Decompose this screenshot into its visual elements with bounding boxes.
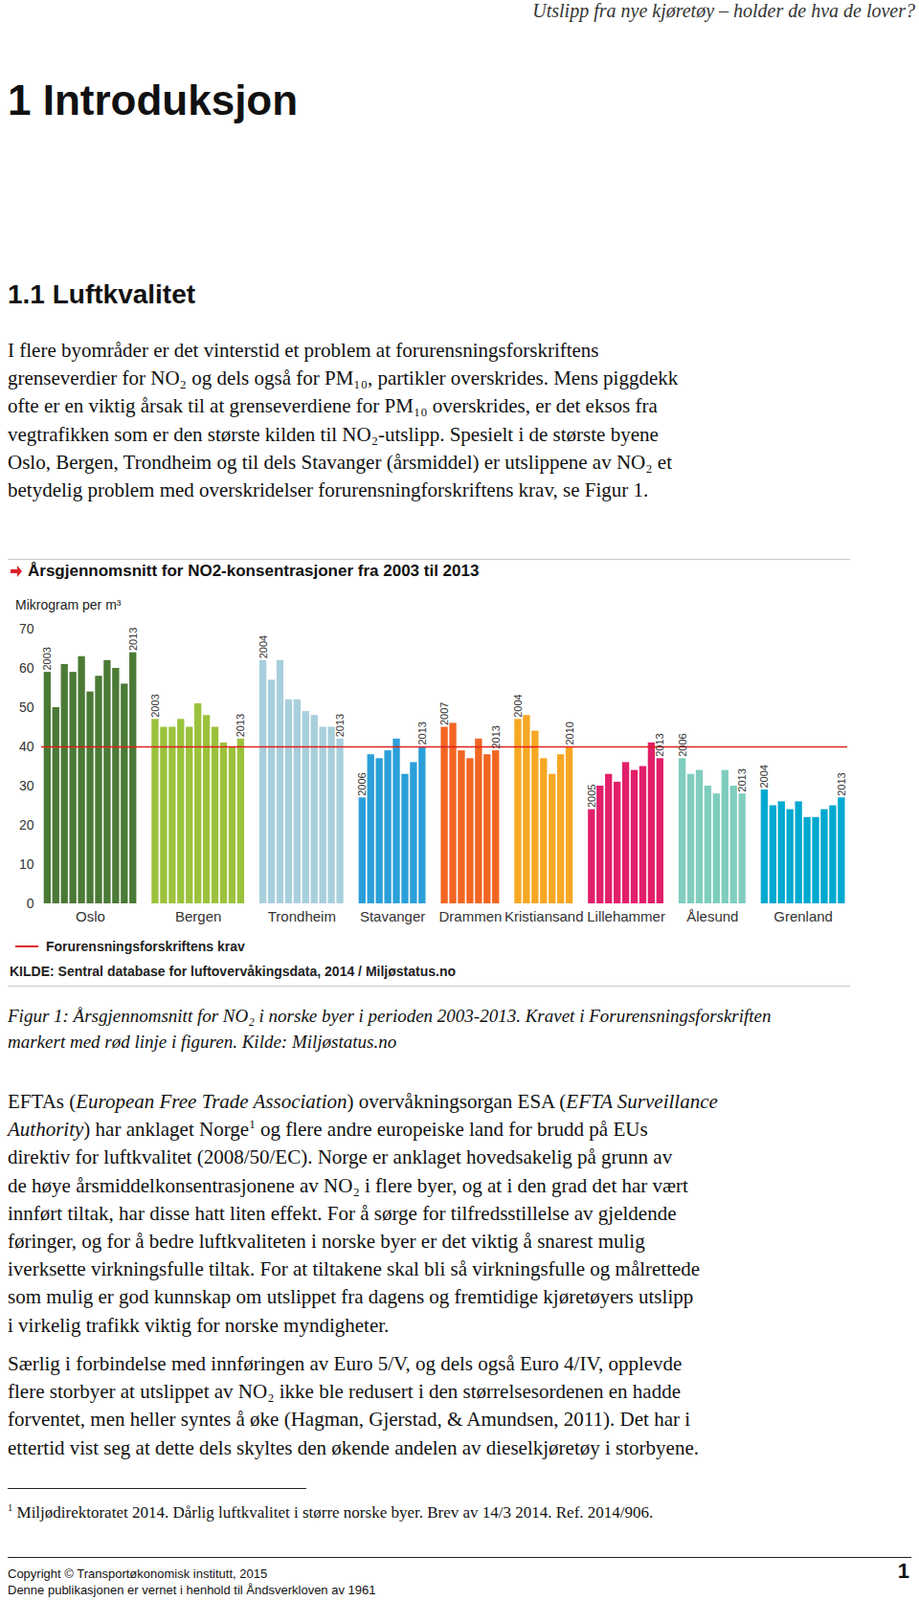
html-text:Forurensningsforskriftens krav: Forurensningsforskriftens krav xyxy=(45,939,245,955)
html-text:betydelig problem med overskri: betydelig problem med overskridelser for… xyxy=(7,478,649,502)
html-text:de høye årsmiddelkonsentrasjon: de høye årsmiddelkonsentrasjonene av NO₂… xyxy=(7,1174,689,1198)
svg-text:Ålesund: Ålesund xyxy=(686,908,739,925)
html-text:1.1 Luftkvalitet: 1.1 Luftkvalitet xyxy=(7,279,196,310)
svg-text:2013: 2013 xyxy=(334,714,346,738)
svg-text:Oslo: Oslo xyxy=(75,908,106,925)
svg-text:2013: 2013 xyxy=(490,725,502,749)
svg-text:Grenland: Grenland xyxy=(773,908,833,925)
html-text:Copyright © Transportøkonomisk: Copyright © Transportøkonomisk institutt… xyxy=(7,1567,268,1582)
html-text:som mulig er god kunnskap om u: som mulig er god kunnskap om utslippet f… xyxy=(7,1286,694,1310)
svg-text:Stavanger: Stavanger xyxy=(359,908,426,925)
html-text:I flere byområder er det vinte: I flere byområder er det vinterstid et p… xyxy=(7,338,599,362)
svg-text:2005: 2005 xyxy=(585,784,598,808)
svg-text:2013: 2013 xyxy=(736,768,748,792)
svg-text:40: 40 xyxy=(19,739,35,755)
html-text:markert med rød linje i figure: markert med rød linje i figuren. Kilde: … xyxy=(7,1031,397,1053)
svg-text:60: 60 xyxy=(19,660,35,676)
svg-text:Bergen: Bergen xyxy=(175,908,222,925)
svg-text:2006: 2006 xyxy=(356,772,368,796)
svg-text:0: 0 xyxy=(26,896,35,912)
html-text:KILDE: Sentral database for lu: KILDE: Sentral database for luftovervåki… xyxy=(9,963,456,980)
html-text:Oslo, Bergen, Trondheim og til: Oslo, Bergen, Trondheim og til dels Stav… xyxy=(7,450,673,474)
svg-text:2013: 2013 xyxy=(835,772,848,796)
html-text:ofte er en viktig årsak til at: ofte er en viktig årsak til at grensever… xyxy=(7,394,658,418)
svg-text:Drammen: Drammen xyxy=(438,908,502,925)
svg-text:2004: 2004 xyxy=(257,635,269,659)
html-text:ettertid vist seg at dette del: ettertid vist seg at dette dels skyltes … xyxy=(7,1436,699,1460)
html-text:Særlig i forbindelse med innfø: Særlig i forbindelse med innføringen av … xyxy=(7,1352,682,1376)
svg-text:10: 10 xyxy=(19,856,35,873)
html-text:Authority) har anklaget Norge1: Authority) har anklaget Norge1og flere a… xyxy=(7,1117,648,1142)
svg-text:2013: 2013 xyxy=(653,733,666,757)
svg-text:20: 20 xyxy=(19,817,35,833)
svg-text:2004: 2004 xyxy=(758,764,770,788)
svg-text:30: 30 xyxy=(19,778,35,794)
html-text:EFTAs (European Free Trade Ass: EFTAs (European Free Trade Association) … xyxy=(7,1090,718,1114)
html-text:føringer, og for å bedre luftk: føringer, og for å bedre luftkvaliteten … xyxy=(7,1230,645,1254)
html-text:innført tiltak, har disse hatt: innført tiltak, har disse hatt liten eff… xyxy=(7,1202,677,1226)
svg-text:2013: 2013 xyxy=(127,627,139,651)
html-text:direktiv for luftkvalitet (200: direktiv for luftkvalitet (2008/50/EC). … xyxy=(7,1146,673,1170)
html-text:Denne publikasjonen er vernet: Denne publikasjonen er vernet i henhold … xyxy=(7,1583,376,1598)
svg-text:2007: 2007 xyxy=(438,702,450,726)
svg-text:2013: 2013 xyxy=(234,714,247,738)
svg-text:2006: 2006 xyxy=(676,733,689,757)
html-text:iverksette virkningsfulle tilt: iverksette virkningsfulle tiltak. For at… xyxy=(7,1258,700,1282)
svg-text:2003: 2003 xyxy=(41,647,53,671)
svg-text:2003: 2003 xyxy=(149,694,161,718)
html-text:Årsgjennomsnitt for NO2-konsen: Årsgjennomsnitt for NO2-konsentrasjoner … xyxy=(27,561,480,581)
html-text:1 Introduksjon: 1 Introduksjon xyxy=(7,76,298,124)
svg-text:50: 50 xyxy=(19,699,35,716)
svg-text:2013: 2013 xyxy=(416,721,428,745)
html-text:flere storbyer at utslippet av: flere storbyer at utslippet av NO₂ ikke … xyxy=(7,1380,681,1404)
svg-text:Trondheim: Trondheim xyxy=(268,908,337,925)
html-text:Utslipp fra nye kjøretøy – hol: Utslipp fra nye kjøretøy – holder de hva… xyxy=(532,0,916,22)
html-text:1Miljødirektoratet 2014. Dårli: 1Miljødirektoratet 2014. Dårlig luftkval… xyxy=(7,1503,654,1523)
html-text:vegtrafikken som er den størst: vegtrafikken som er den største kilden t… xyxy=(7,422,659,446)
svg-text:2004: 2004 xyxy=(512,694,524,718)
svg-text:Kristiansand: Kristiansand xyxy=(504,908,584,925)
svg-text:Lillehammer: Lillehammer xyxy=(586,908,666,925)
html-text:grenseverdier for NO₂ og dels: grenseverdier for NO₂ og dels også for P… xyxy=(7,366,678,390)
html-text:1: 1 xyxy=(897,1559,910,1584)
html-text:forventet, men heller syntes å: forventet, men heller syntes å øke (Hagm… xyxy=(7,1408,691,1432)
svg-text:70: 70 xyxy=(19,621,35,637)
html-text:Mikrogram per m³: Mikrogram per m³ xyxy=(15,597,122,613)
html-text:i virkelig trafikk viktig for: i virkelig trafikk viktig for norske myn… xyxy=(7,1313,389,1337)
svg-text:2010: 2010 xyxy=(563,721,576,745)
html-text:Figur 1: Årsgjennomsnitt for N: Figur 1: Årsgjennomsnitt for NO₂ i norsk… xyxy=(7,1006,772,1027)
